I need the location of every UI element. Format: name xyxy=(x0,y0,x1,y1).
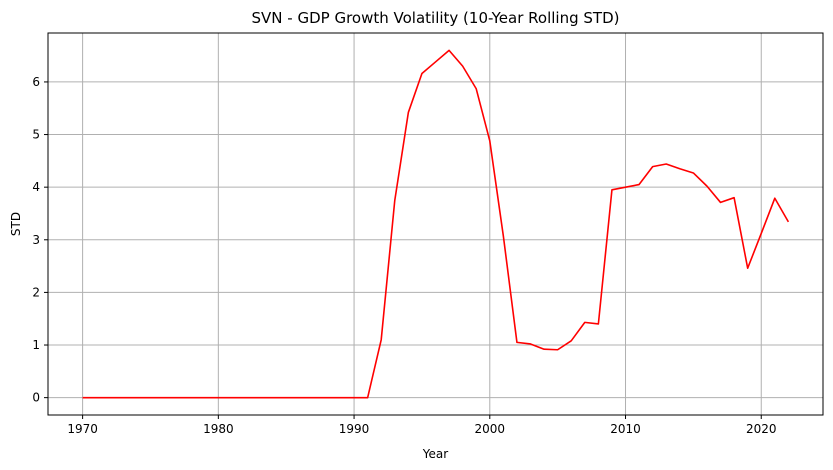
x-tick-label: 1980 xyxy=(203,422,234,436)
grid-lines xyxy=(48,33,823,415)
y-tick-label: 1 xyxy=(32,338,40,352)
series-group xyxy=(82,49,790,399)
x-tick-label: 1970 xyxy=(67,422,98,436)
y-tick-label: 3 xyxy=(32,233,40,247)
x-axis-label: Year xyxy=(422,447,448,461)
y-axis-label: STD xyxy=(9,212,23,236)
y-tick-label: 0 xyxy=(32,391,40,405)
y-tick-label: 6 xyxy=(32,75,40,89)
y-tick-label: 2 xyxy=(32,285,40,299)
x-tick-label: 2000 xyxy=(475,422,506,436)
plot-frame xyxy=(47,32,824,416)
series-line xyxy=(82,49,790,399)
x-tick-label: 2010 xyxy=(610,422,641,436)
y-tick-label: 5 xyxy=(32,128,40,142)
chart-title: SVN - GDP Growth Volatility (10-Year Rol… xyxy=(252,9,620,27)
x-tick-label: 1990 xyxy=(339,422,370,436)
x-tick-label: 2020 xyxy=(746,422,777,436)
y-tick-label: 4 xyxy=(32,180,40,194)
axis-ticks: 1970 1980 1990 2000 2010 2020 0 1 2 3 4 5 6 xyxy=(32,75,776,436)
